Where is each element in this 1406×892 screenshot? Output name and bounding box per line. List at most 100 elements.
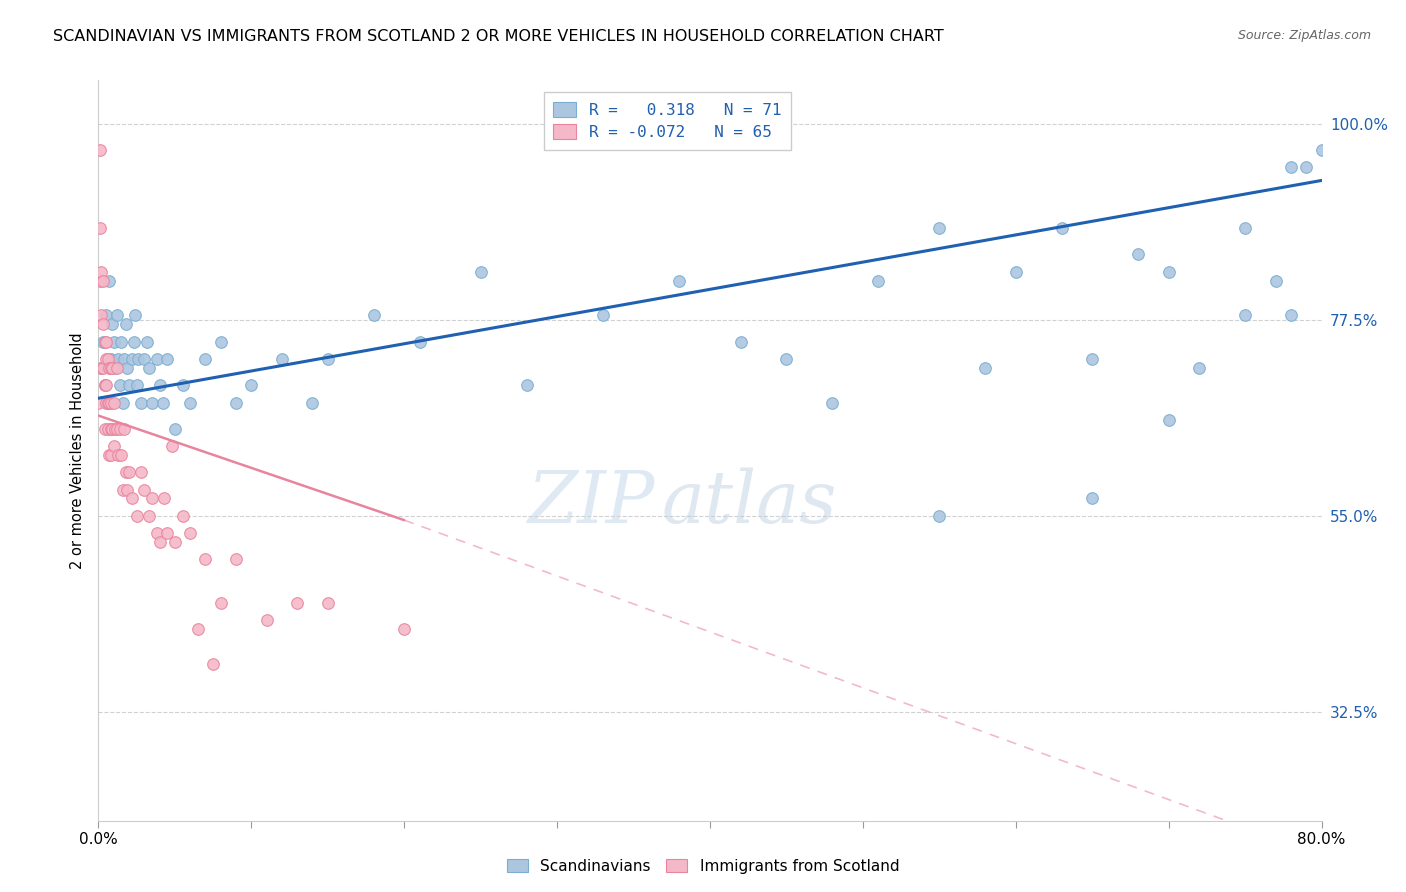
Point xyxy=(127,351,149,366)
Point xyxy=(775,351,797,366)
Point xyxy=(136,334,159,349)
Point xyxy=(156,351,179,366)
Point xyxy=(94,351,117,366)
Point xyxy=(110,334,132,349)
Point xyxy=(91,360,114,375)
Point xyxy=(124,309,146,323)
Point xyxy=(107,448,129,462)
Point xyxy=(1279,161,1302,175)
Point xyxy=(149,378,172,392)
Point xyxy=(202,657,225,671)
Point xyxy=(91,334,114,349)
Point xyxy=(90,360,112,375)
Point xyxy=(301,395,323,409)
Point xyxy=(592,309,614,323)
Point xyxy=(115,465,138,479)
Point xyxy=(172,508,194,523)
Point xyxy=(97,422,120,436)
Text: ZIP: ZIP xyxy=(527,467,655,538)
Point xyxy=(1188,360,1211,375)
Point xyxy=(153,491,176,506)
Point xyxy=(1234,221,1257,235)
Point xyxy=(108,422,131,436)
Point xyxy=(104,422,127,436)
Point xyxy=(668,274,690,288)
Point xyxy=(194,351,217,366)
Point xyxy=(285,596,308,610)
Point xyxy=(94,395,117,409)
Point xyxy=(1081,351,1104,366)
Point xyxy=(194,552,217,566)
Point xyxy=(163,422,186,436)
Point xyxy=(225,395,247,409)
Point xyxy=(134,351,156,366)
Point xyxy=(172,378,194,392)
Point xyxy=(105,422,128,436)
Point xyxy=(1050,221,1073,235)
Point xyxy=(821,395,844,409)
Point xyxy=(928,508,950,523)
Point xyxy=(179,526,201,541)
Point xyxy=(90,309,112,323)
Point xyxy=(1310,143,1333,157)
Point xyxy=(138,508,160,523)
Point xyxy=(107,351,129,366)
Point xyxy=(94,334,117,349)
Legend: R =   0.318   N = 71, R = -0.072   N = 65: R = 0.318 N = 71, R = -0.072 N = 65 xyxy=(544,92,790,150)
Point xyxy=(93,378,115,392)
Point xyxy=(117,483,139,497)
Point xyxy=(91,274,114,288)
Point xyxy=(1157,413,1180,427)
Point xyxy=(363,309,385,323)
Point xyxy=(730,334,752,349)
Point xyxy=(145,526,167,541)
Point xyxy=(392,622,416,636)
Point xyxy=(101,360,124,375)
Point xyxy=(1081,491,1104,506)
Point xyxy=(98,448,121,462)
Point xyxy=(209,334,232,349)
Point xyxy=(225,552,247,566)
Point xyxy=(111,483,134,497)
Point xyxy=(129,465,152,479)
Point xyxy=(1295,161,1317,175)
Point xyxy=(90,265,112,279)
Point xyxy=(112,422,135,436)
Point xyxy=(240,378,263,392)
Point xyxy=(1279,309,1302,323)
Point xyxy=(89,274,111,288)
Point xyxy=(98,360,121,375)
Point xyxy=(270,351,292,366)
Point xyxy=(149,535,172,549)
Point xyxy=(103,334,125,349)
Point xyxy=(93,422,115,436)
Point xyxy=(97,395,120,409)
Point xyxy=(1264,274,1286,288)
Point xyxy=(98,274,121,288)
Point xyxy=(97,351,120,366)
Point xyxy=(1234,309,1257,323)
Point xyxy=(105,360,128,375)
Point xyxy=(100,360,122,375)
Point xyxy=(868,274,890,288)
Legend: Scandinavians, Immigrants from Scotland: Scandinavians, Immigrants from Scotland xyxy=(501,853,905,880)
Point xyxy=(89,221,111,235)
Point xyxy=(408,334,430,349)
Point xyxy=(108,378,131,392)
Point xyxy=(117,360,139,375)
Point xyxy=(110,448,132,462)
Point xyxy=(928,221,950,235)
Point xyxy=(111,395,134,409)
Point xyxy=(141,395,163,409)
Point xyxy=(121,491,143,506)
Point xyxy=(316,596,339,610)
Text: atlas: atlas xyxy=(661,467,837,538)
Y-axis label: 2 or more Vehicles in Household: 2 or more Vehicles in Household xyxy=(70,332,86,569)
Point xyxy=(93,334,115,349)
Point xyxy=(470,265,492,279)
Point xyxy=(160,439,183,453)
Point xyxy=(145,351,167,366)
Point xyxy=(94,378,117,392)
Point xyxy=(100,351,122,366)
Point xyxy=(87,395,110,409)
